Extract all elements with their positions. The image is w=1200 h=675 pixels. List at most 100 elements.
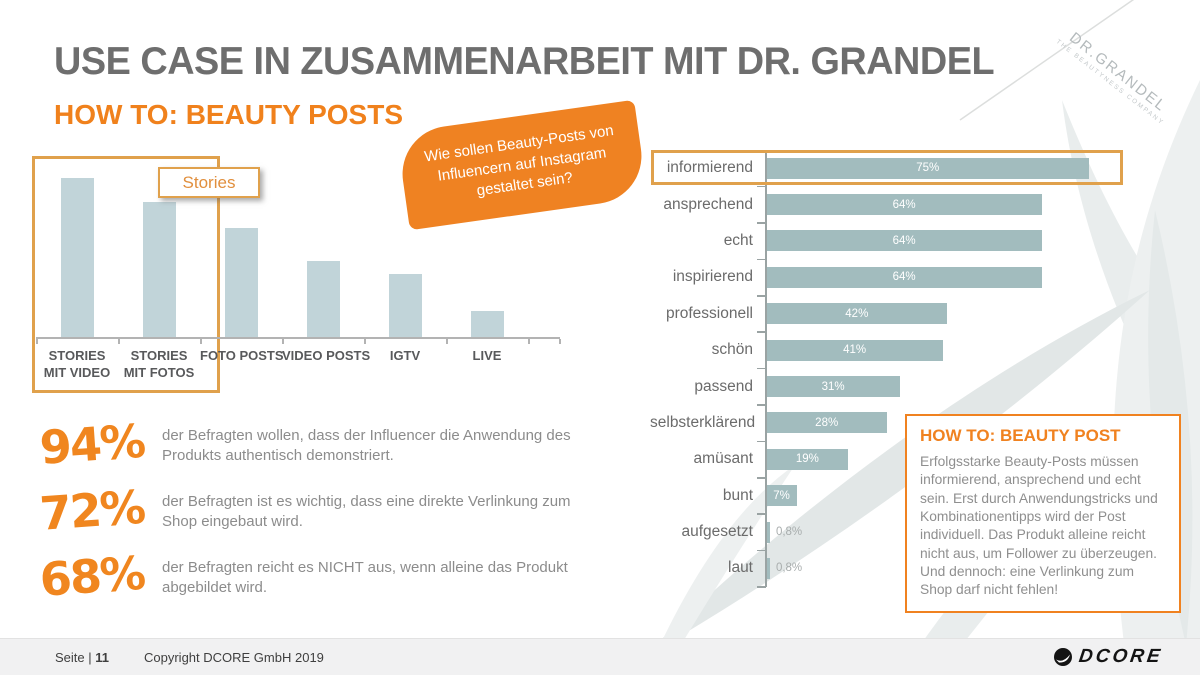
x-axis-tick: [559, 339, 561, 344]
attribute-row: amüsant 19%: [650, 441, 1130, 479]
x-axis-tick: [118, 339, 120, 344]
stats-list: 94% der Befragten wollen, dass der Influ…: [38, 414, 620, 619]
attribute-row: ansprechend 64%: [650, 186, 1130, 224]
category-label: IGTV: [389, 348, 421, 363]
slide-title: USE CASE IN ZUSAMMENARBEIT MIT DR. GRAND…: [54, 40, 995, 83]
bar-slot: [36, 158, 118, 338]
bar-area: 19%: [765, 441, 1130, 477]
bar: [142, 202, 176, 338]
bar: 42%: [766, 303, 948, 325]
stat-value: 94%: [38, 413, 146, 475]
bar: 64%: [766, 230, 1042, 252]
bar-area: 7%: [765, 478, 1130, 514]
value-label: 19%: [795, 453, 819, 466]
y-axis-tick: [757, 586, 766, 588]
attribute-label: professionell: [665, 304, 753, 322]
attribute-label: bunt: [722, 486, 753, 504]
attribute-row: selbsterklärend 28%: [650, 405, 1130, 443]
stat-row: 72% der Befragten ist es wichtig, dass e…: [38, 480, 620, 541]
value-label: 28%: [815, 416, 839, 429]
dcore-logo-text: DCORE: [1077, 646, 1165, 667]
y-axis-tick: [757, 440, 766, 443]
dcore-logo: DCORE: [1053, 646, 1165, 668]
bar: [766, 557, 770, 579]
page-label: Seite |: [55, 649, 92, 665]
category-label: STORIES MIT VIDEO: [43, 348, 111, 380]
value-label: 7%: [773, 489, 790, 502]
bar: 31%: [766, 376, 900, 398]
x-axis-tick: [200, 339, 202, 344]
bar: 41%: [766, 339, 943, 361]
bar-area: 41%: [765, 332, 1130, 368]
bar: [224, 227, 258, 338]
bar-area: 75%: [765, 150, 1130, 186]
attribute-label: inspirierend: [672, 268, 753, 286]
category-label: FOTO POSTS: [200, 348, 284, 363]
y-axis-tick: [757, 185, 766, 188]
y-axis-tick: [757, 331, 766, 333]
stat-row: 68% der Befragten reicht es NICHT aus, w…: [38, 546, 620, 607]
bar-slot: [446, 158, 528, 338]
bar-area: 31%: [765, 368, 1130, 404]
value-label: 64%: [892, 271, 916, 284]
y-axis-tick: [757, 222, 766, 224]
howto-box-title: HOW TO: BEAUTY POST: [920, 426, 1121, 445]
attribute-label: informierend: [666, 159, 753, 177]
attribute-row: professionell 42%: [650, 296, 1130, 333]
attribute-row: laut 0,8%: [650, 550, 1130, 588]
attribute-row: inspirierend 64%: [650, 259, 1130, 297]
y-axis-tick: [757, 404, 766, 406]
value-label: 64%: [892, 198, 916, 211]
attribute-label: passend: [694, 377, 753, 395]
attribute-label: ansprechend: [663, 195, 753, 213]
bar-area: 64%: [765, 223, 1130, 259]
attribute-row: passend 31%: [650, 368, 1130, 406]
y-axis-tick: [757, 477, 766, 479]
bar: [766, 521, 770, 543]
post-format-labels: STORIES MIT VIDEO STORIES MIT FOTOS FOTO POS…: [36, 348, 528, 382]
value-label: 64%: [892, 234, 916, 247]
stat-text: der Befragten ist es wichtig, dass eine …: [162, 493, 571, 531]
footer: Seite | 11 Copyright DCORE GmbH 2019 DCO…: [0, 638, 1200, 675]
bar-slot: [118, 158, 200, 338]
value-label: 31%: [821, 380, 845, 393]
bar-area: 0,8%: [765, 514, 1130, 550]
bar-slot: [282, 158, 364, 338]
page-number: Seite | 11: [55, 650, 109, 665]
bar-area: 0,8%: [765, 550, 1130, 586]
bar: [388, 274, 422, 338]
stat-row: 94% der Befragten wollen, dass der Influ…: [38, 414, 620, 475]
bar-slot: [200, 158, 282, 338]
attribute-label: aufgesetzt: [681, 523, 753, 541]
bar-area: 64%: [765, 186, 1130, 222]
value-label: 42%: [845, 307, 869, 320]
x-axis-tick: [282, 339, 284, 344]
attributes-chart: informierend 75% ansprechend 64% echt 64% insp…: [650, 150, 1130, 588]
attribute-label: schön: [711, 341, 753, 359]
y-axis-tick: [757, 295, 766, 297]
bar: 64%: [766, 266, 1042, 288]
y-axis-tick: [757, 367, 766, 370]
x-axis-tick: [36, 339, 38, 344]
slide-subtitle: HOW TO: BEAUTY POSTS: [54, 99, 403, 130]
x-axis: [36, 337, 560, 339]
howto-box: HOW TO: BEAUTY POST Erfolgsstarke Beauty…: [905, 414, 1181, 613]
x-axis-tick: [528, 339, 530, 344]
stat-text: der Befragten wollen, dass der Influence…: [162, 427, 571, 465]
stat-value: 72%: [38, 479, 146, 541]
post-format-chart: STORIES MIT VIDEO STORIES MIT FOTOS FOTO POS…: [32, 156, 596, 398]
y-axis-tick: [757, 513, 766, 515]
howto-box-body: Erfolgsstarke Beauty-Posts müssen inform…: [920, 454, 1158, 598]
attribute-label: echt: [723, 231, 753, 249]
y-axis-tick: [757, 549, 766, 552]
bar: 28%: [766, 412, 887, 434]
attribute-row: bunt 7%: [650, 478, 1130, 515]
dcore-logo-icon: [1054, 648, 1073, 666]
attribute-row: informierend 75%: [650, 150, 1130, 188]
attribute-label: selbsterklärend: [650, 413, 756, 431]
value-label: 0,8%: [775, 562, 803, 575]
bar: 64%: [766, 194, 1042, 216]
bar-slot: [364, 158, 446, 338]
y-axis: [765, 150, 767, 587]
